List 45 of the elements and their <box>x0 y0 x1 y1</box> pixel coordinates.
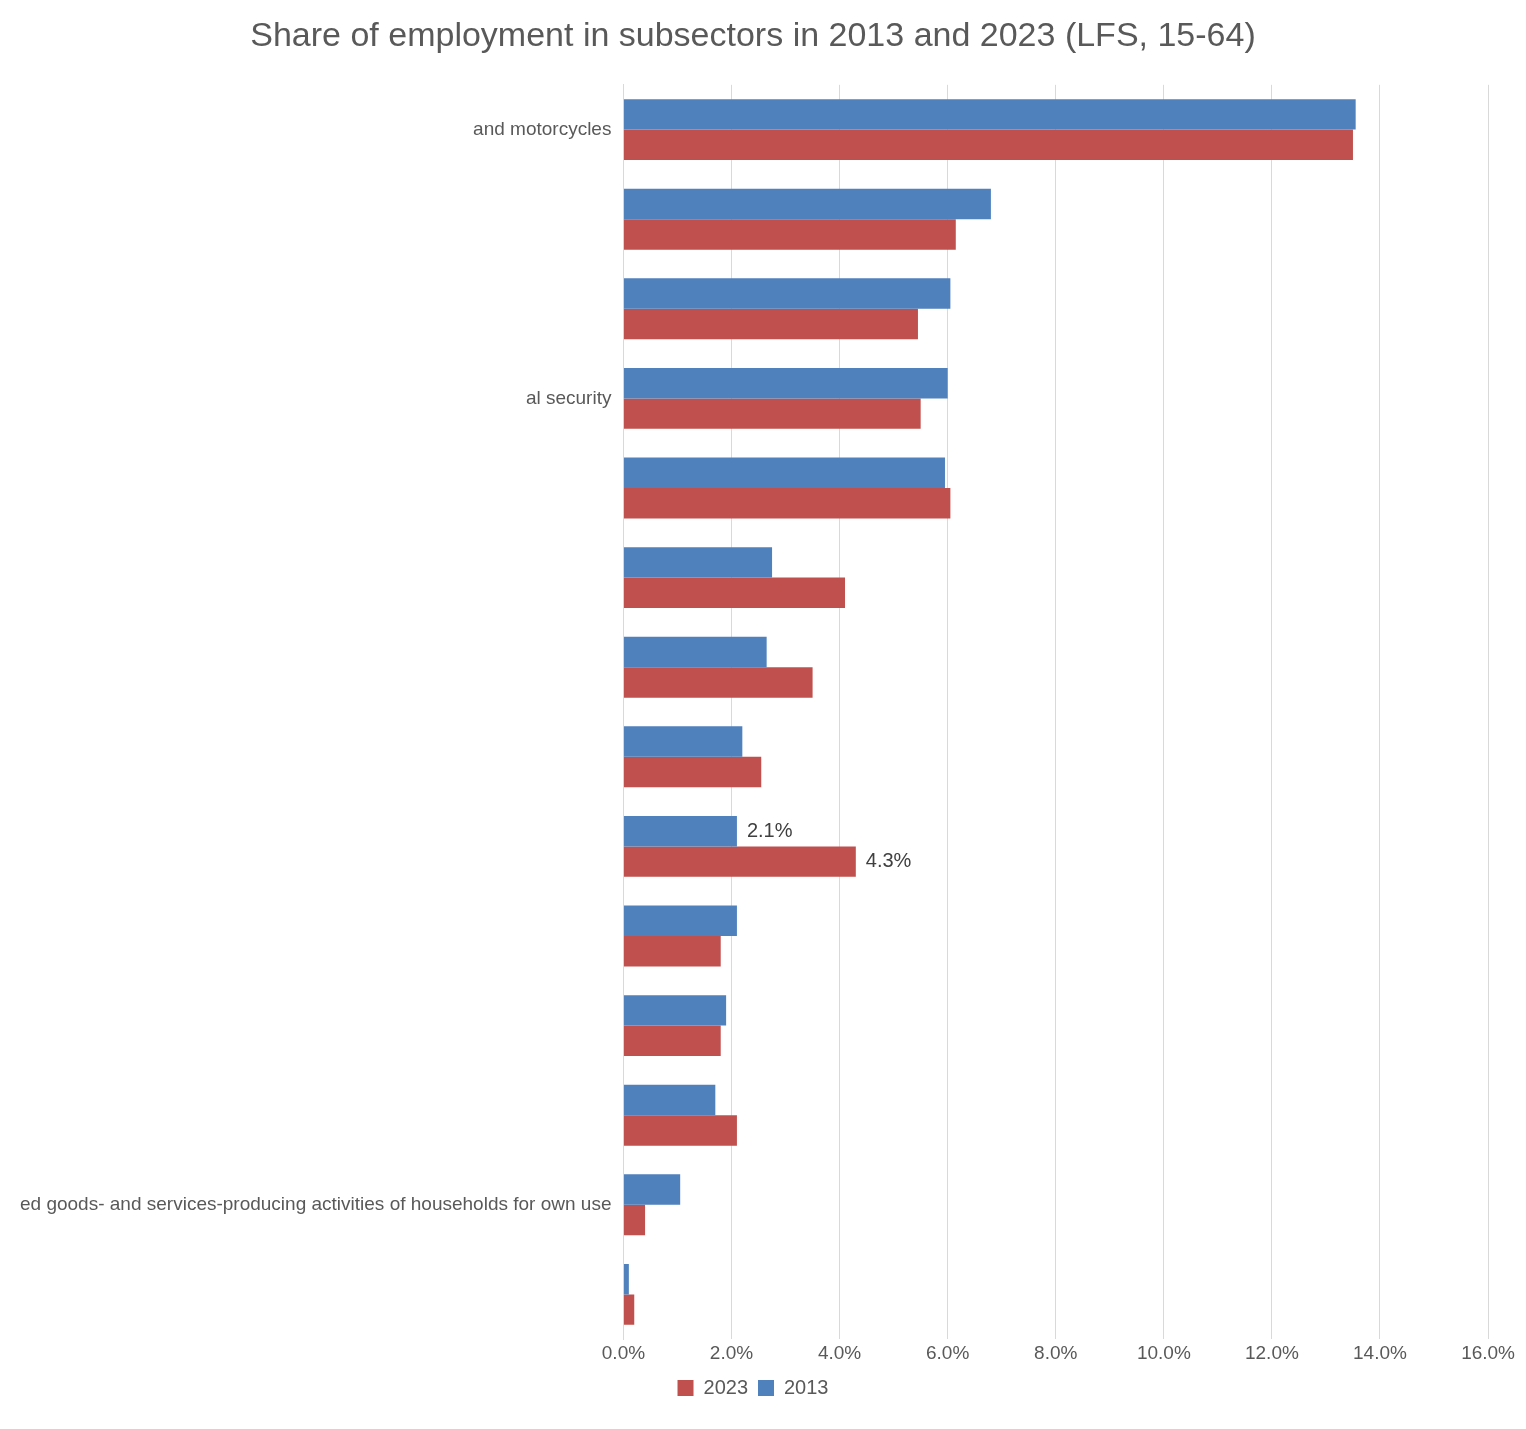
bar <box>623 488 951 519</box>
bar <box>623 129 1353 161</box>
x-tick-label: 0.0% <box>601 1341 646 1363</box>
data-label: 4.3% <box>865 849 912 872</box>
bar <box>623 1084 716 1116</box>
bar <box>623 1174 681 1205</box>
bar <box>623 278 951 309</box>
bar <box>623 1115 737 1146</box>
bar <box>623 1294 635 1325</box>
y-tick-label: and motorcycles <box>473 117 612 139</box>
bar <box>623 667 813 698</box>
bar <box>623 815 737 847</box>
bar <box>623 846 856 877</box>
bar <box>623 188 991 220</box>
legend-label: 2013 <box>784 1375 829 1398</box>
legend-label: 2023 <box>703 1375 749 1398</box>
bar <box>623 726 743 757</box>
bar <box>623 547 773 578</box>
x-tick-label: 14.0% <box>1353 1341 1408 1363</box>
data-label: 2.1% <box>746 818 793 841</box>
y-tick-label: al security <box>525 386 612 408</box>
bar <box>623 219 956 250</box>
x-tick-label: 12.0% <box>1244 1341 1299 1363</box>
bar <box>623 995 727 1026</box>
bar <box>623 636 767 668</box>
bar <box>623 1204 646 1236</box>
bar <box>623 905 737 936</box>
bar <box>623 1263 629 1295</box>
bar <box>623 367 948 399</box>
x-tick-label: 2.0% <box>709 1341 754 1363</box>
bar <box>623 756 762 788</box>
chart-title: Share of employment in subsectors in 2013 and 2023 (LFS, 15-64) <box>250 14 1256 53</box>
y-tick-label: ed goods- and services-producing activities of households for own use <box>20 1193 612 1215</box>
bar <box>623 936 721 967</box>
x-tick-label: 6.0% <box>926 1341 970 1363</box>
bar <box>623 1025 721 1057</box>
bar <box>623 398 921 429</box>
x-tick-label: 16.0% <box>1461 1341 1516 1363</box>
bar <box>623 457 945 488</box>
x-tick-label: 10.0% <box>1136 1341 1191 1363</box>
x-tick-label: 8.0% <box>1034 1341 1078 1363</box>
bar <box>623 577 846 609</box>
x-tick-label: 4.0% <box>817 1341 862 1363</box>
bar <box>623 99 1356 130</box>
bar <box>623 308 918 340</box>
